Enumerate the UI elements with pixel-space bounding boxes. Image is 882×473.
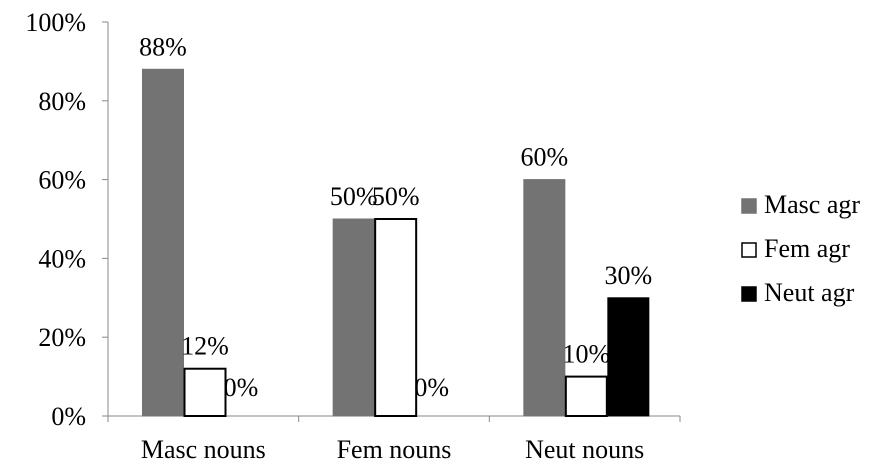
y-tick-label: 80% (38, 87, 86, 116)
bar (183, 367, 227, 417)
bar (564, 375, 608, 418)
y-tick-label: 100% (25, 8, 86, 37)
legend-swatch (741, 198, 757, 214)
bars (142, 68, 650, 418)
legend-label: Masc agr (764, 190, 860, 219)
data-label: 10% (562, 340, 610, 369)
data-labels: 88% 50% 60% 12% 50% 10% 0% 0% 30% (139, 32, 652, 402)
y-tick-label: 60% (38, 166, 86, 195)
data-label: 30% (604, 261, 652, 290)
legend-label: Neut agr (764, 278, 855, 307)
data-label: 50% (330, 182, 378, 211)
data-label: 12% (181, 332, 229, 361)
legend-swatch (741, 286, 757, 302)
data-label: 88% (139, 32, 187, 61)
y-tick-label: 0% (51, 402, 86, 431)
legend-label: Fem agr (764, 234, 850, 263)
axes: 0% 20% 40% 60% 80% 100% Masc nouns Fem nouns Neu… (25, 8, 681, 464)
data-label: 50% (372, 182, 420, 211)
bar (607, 297, 650, 417)
bar (142, 68, 184, 417)
bar (523, 179, 566, 417)
data-label: 60% (520, 143, 568, 172)
x-tick-label: Neut nouns (525, 435, 644, 464)
bar (332, 218, 375, 417)
data-label: 0% (224, 373, 259, 402)
bar (374, 218, 418, 417)
y-tick-label: 40% (38, 244, 86, 273)
y-tick-label: 20% (38, 323, 86, 352)
legend: Masc agr Fem agr Neut agr (741, 190, 860, 307)
legend-swatch (741, 242, 757, 258)
data-label: 0% (414, 373, 449, 402)
x-tick-label: Masc nouns (141, 435, 266, 464)
x-tick-label: Fem nouns (337, 435, 452, 464)
